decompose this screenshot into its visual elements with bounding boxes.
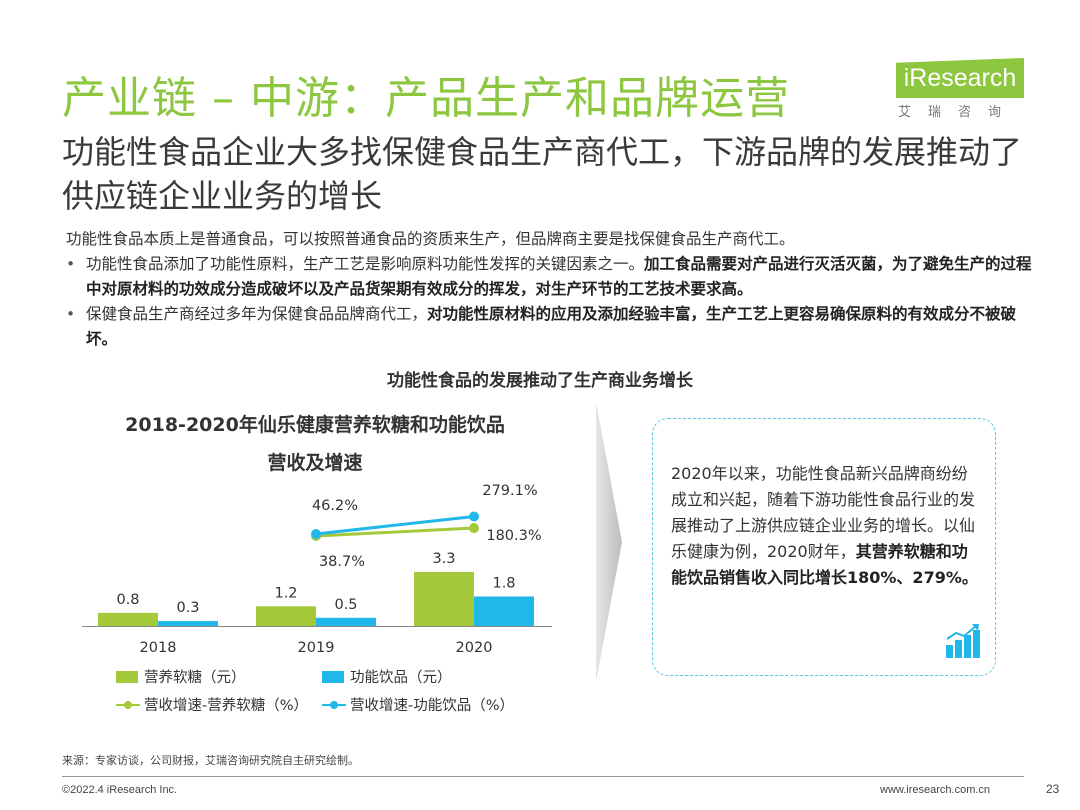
bar-0-2019 bbox=[256, 606, 316, 626]
growth-label-drink-2020: 279.1% bbox=[482, 483, 537, 499]
growth-label-gummy-2019: 38.7% bbox=[319, 554, 365, 570]
bar-label-1-2019: 0.5 bbox=[334, 597, 357, 613]
bullet-1-text: 功能性食品添加了功能性原料，生产工艺是影响原料功能性发挥的关键因素之一。 bbox=[86, 255, 645, 273]
copyright: ©2022.4 iResearch Inc. bbox=[62, 784, 178, 796]
growth-line-1 bbox=[315, 514, 475, 536]
bar-label-1-2020: 1.8 bbox=[492, 575, 515, 591]
bullet-1-bold-text: 加工食品需要对产品进行灭活灭菌，为了避免生产的过程中对原材料的功效成分造成破坏以… bbox=[86, 255, 1032, 298]
bar-0-2018 bbox=[98, 612, 158, 626]
bar-label-0-2018: 0.8 bbox=[116, 592, 139, 608]
bar-1-2020 bbox=[474, 596, 534, 626]
legend-label-gummy: 营养软糖（元） bbox=[144, 670, 246, 686]
insight-text-normal: 2020年以来，功能性食品新兴品牌商纷纷成立和兴起，随着下游功能性食品行业的发展… bbox=[671, 464, 976, 561]
legend-item-drink-growth: 营收增速-功能饮品（%） bbox=[322, 694, 514, 715]
legend-label-gummy-growth: 营收增速-营养软糖（%） bbox=[144, 698, 309, 714]
growth-point-1-2020 bbox=[469, 511, 479, 522]
bullet-item-1: 功能性食品添加了功能性原料，生产工艺是影响原料功能性发挥的关键因素之一。加工食品… bbox=[62, 252, 1042, 302]
insight-box: 2020年以来，功能性食品新兴品牌商纷纷成立和兴起，随着下游功能性食品行业的发展… bbox=[652, 418, 996, 676]
growth-label-gummy-2020: 180.3% bbox=[486, 528, 541, 544]
legend-item-gummy-revenue: 营养软糖（元） bbox=[116, 666, 246, 687]
iresearch-logo: iResearch 艾瑞咨询 bbox=[896, 58, 1026, 120]
bar-1-2019 bbox=[316, 617, 376, 626]
bar-label-1-2018: 0.3 bbox=[176, 600, 199, 616]
logo-wordmark: iResearch bbox=[896, 58, 1024, 98]
page-number: 23 bbox=[1046, 782, 1060, 796]
x-tick-2019: 2019 bbox=[298, 640, 335, 656]
bullet-item-2: 保健食品生产商经过多年为保健食品品牌商代工，对功能性原材料的应用及添加经验丰富，… bbox=[62, 302, 1042, 352]
growth-point-0-2020 bbox=[469, 523, 479, 534]
bar-0-2020 bbox=[414, 571, 474, 626]
section-title-text: 功能性食品的发展推动了生产商业务增长 bbox=[387, 371, 693, 391]
chart-title-line-2: 营收及增速 bbox=[267, 452, 363, 474]
bullet-2-text: 保健食品生产商经过多年为保健食品品牌商代工， bbox=[86, 305, 428, 323]
bar-label-0-2019: 1.2 bbox=[274, 585, 297, 601]
x-tick-2020: 2020 bbox=[456, 640, 493, 656]
legend-line-drink bbox=[322, 700, 346, 709]
legend-swatch-gummy bbox=[116, 670, 138, 683]
website-link[interactable]: www.iresearch.com.cn bbox=[880, 784, 991, 796]
page-title: 产业链 – 中游：产品生产和品牌运营 bbox=[62, 73, 790, 124]
intro-paragraph: 功能性食品本质上是普通食品，可以按照普通食品的资质来生产，但品牌商主要是找保健食… bbox=[66, 230, 795, 248]
growth-point-1-2019 bbox=[311, 529, 321, 539]
section-title: 功能性食品的发展推动了生产商业务增长 bbox=[0, 366, 1080, 391]
chart-title-line-1: 2018-2020年仙乐健康营养软糖和功能饮品 bbox=[125, 414, 505, 436]
bar-1-2018 bbox=[158, 621, 218, 626]
bullet-2-bold-text: 对功能性原材料的应用及添加经验丰富，生产工艺上更容易确保原料的有效成分不被破坏。 bbox=[86, 305, 1017, 348]
x-tick-2018: 2018 bbox=[140, 640, 177, 656]
page-subtitle: 功能性食品企业大多找保健食品生产商代工，下游品牌的发展推动了供应链企业业务的增长 bbox=[62, 133, 1023, 215]
legend-swatch-drink bbox=[322, 670, 344, 683]
legend-label-drink-growth: 营收增速-功能饮品（%） bbox=[350, 698, 515, 714]
arrow-divider-icon bbox=[596, 402, 622, 682]
footer-divider bbox=[62, 776, 1024, 777]
chart-title: 2018-2020年仙乐健康营养软糖和功能饮品 营收及增速 bbox=[80, 406, 550, 482]
legend-line-gummy bbox=[116, 700, 140, 709]
bar-chart-growth-icon bbox=[946, 624, 980, 658]
source-note: 来源：专家访谈，公司财报，艾瑞咨询研究院自主研究绘制。 bbox=[62, 754, 359, 767]
growth-label-drink-2019: 46.2% bbox=[312, 498, 358, 514]
bar-label-0-2020: 3.3 bbox=[432, 551, 455, 567]
insight-text: 2020年以来，功能性食品新兴品牌商纷纷成立和兴起，随着下游功能性食品行业的发展… bbox=[671, 461, 983, 591]
growth-line-0 bbox=[315, 526, 475, 538]
insight-text-bold: 其营养软糖和功能饮品销售收入同比增长180%、279%。 bbox=[671, 542, 978, 587]
revenue-growth-chart: 0.8 1.2 3.3 0.3 0.5 1.8 2018 2019 2020 38.7% 180.3… bbox=[82, 483, 552, 656]
logo-subtext: 艾瑞咨询 bbox=[898, 105, 1019, 120]
legend-item-drink-revenue: 功能饮品（元） bbox=[322, 666, 452, 687]
body-text: 功能性食品本质上是普通食品，可以按照普通食品的资质来生产，但品牌商主要是找保健食… bbox=[62, 227, 1042, 352]
legend-item-gummy-growth: 营收增速-营养软糖（%） bbox=[116, 694, 308, 715]
legend-label-drink: 功能饮品（元） bbox=[350, 670, 452, 686]
